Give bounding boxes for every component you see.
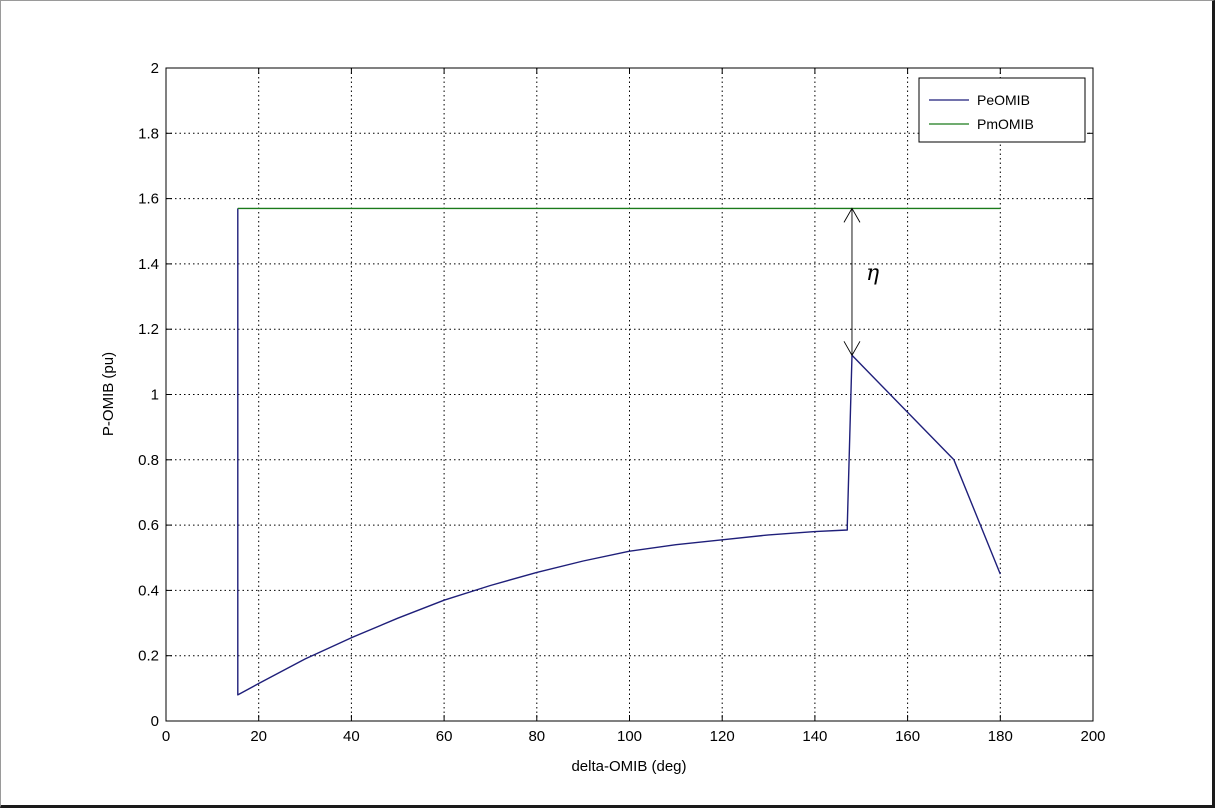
x-tick-label: 200 bbox=[1080, 728, 1105, 745]
y-tick-label: 1.4 bbox=[138, 256, 159, 273]
y-tick-label: 0 bbox=[151, 713, 159, 730]
y-tick-label: 1 bbox=[151, 387, 159, 404]
ticks: 0 20 40 60 80 100 120 140 160 180 200 0 0.2 0.4 0.6 0.8… bbox=[138, 60, 1105, 745]
y-tick-label: 0.4 bbox=[138, 582, 159, 599]
eta-annotation-label: η bbox=[866, 261, 879, 286]
y-tick-label: 2 bbox=[151, 60, 159, 77]
x-tick-label: 20 bbox=[250, 728, 267, 745]
x-tick-label: 80 bbox=[528, 728, 545, 745]
y-tick-label: 1.2 bbox=[138, 321, 159, 338]
x-axis-title: delta-OMIB (deg) bbox=[571, 758, 686, 775]
grid bbox=[166, 68, 1093, 721]
legend-label-pmomib: PmOMIB bbox=[977, 116, 1034, 132]
x-tick-label: 40 bbox=[343, 728, 360, 745]
y-tick-label: 1.8 bbox=[138, 125, 159, 142]
x-tick-label: 160 bbox=[895, 728, 920, 745]
x-tick-label: 100 bbox=[617, 728, 642, 745]
x-tick-label: 140 bbox=[802, 728, 827, 745]
x-tick-label: 0 bbox=[162, 728, 170, 745]
y-tick-label: 0.8 bbox=[138, 452, 159, 469]
legend-label-peomib: PeOMIB bbox=[977, 92, 1030, 108]
y-tick-label: 0.6 bbox=[138, 517, 159, 534]
legend-box bbox=[918, 77, 1086, 143]
x-tick-label: 60 bbox=[436, 728, 453, 745]
y-tick-label: 1.6 bbox=[138, 191, 159, 208]
series-layer bbox=[237, 207, 1001, 696]
annotations: η bbox=[843, 207, 879, 357]
series-line-peomib bbox=[237, 208, 1001, 696]
legend: PeOMIB PmOMIB bbox=[918, 77, 1086, 143]
y-tick-label: 0.2 bbox=[138, 648, 159, 665]
x-tick-label: 180 bbox=[988, 728, 1013, 745]
eta-arrow-head-top bbox=[843, 207, 861, 223]
eta-arrow-head-bottom bbox=[843, 341, 861, 357]
x-tick-label: 120 bbox=[710, 728, 735, 745]
y-axis-title: P-OMIB (pu) bbox=[100, 352, 117, 436]
